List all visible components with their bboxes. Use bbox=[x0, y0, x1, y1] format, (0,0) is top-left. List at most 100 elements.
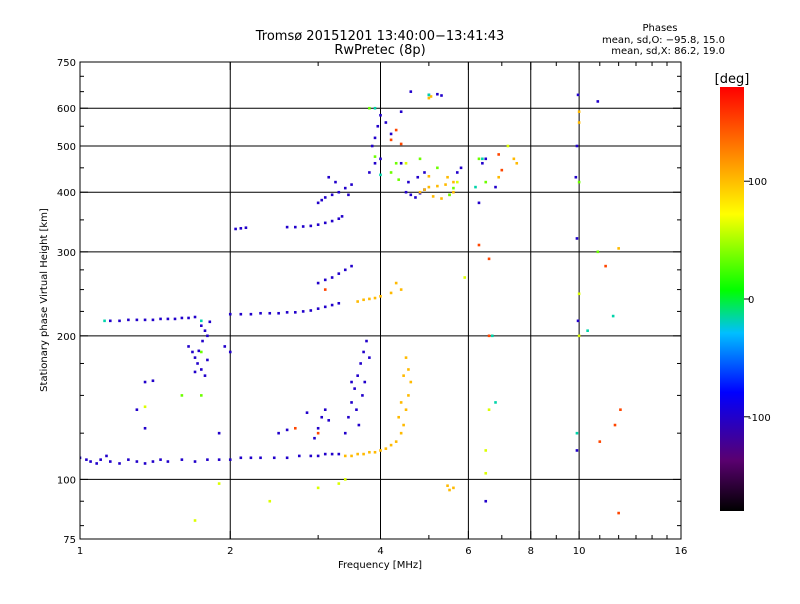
data-point bbox=[135, 460, 139, 463]
data-point bbox=[118, 319, 121, 323]
data-point bbox=[268, 499, 272, 503]
data-point bbox=[151, 379, 155, 383]
data-point bbox=[500, 168, 504, 172]
colorbar-ticks: 100 0 -100 bbox=[744, 177, 771, 424]
data-point bbox=[285, 311, 289, 314]
data-point bbox=[399, 288, 403, 291]
data-point bbox=[343, 186, 347, 190]
data-point bbox=[577, 292, 581, 296]
data-point bbox=[337, 272, 341, 275]
data-point bbox=[452, 486, 455, 490]
data-point bbox=[316, 223, 320, 226]
data-point bbox=[166, 317, 170, 321]
data-point bbox=[208, 320, 212, 324]
data-point bbox=[617, 247, 620, 250]
data-point bbox=[484, 180, 488, 184]
data-point bbox=[409, 90, 413, 93]
data-point bbox=[327, 419, 331, 422]
data-point bbox=[249, 456, 253, 460]
data-point bbox=[397, 178, 400, 181]
data-point bbox=[431, 195, 435, 198]
data-point bbox=[399, 110, 403, 114]
data-point bbox=[193, 356, 197, 359]
data-point bbox=[135, 408, 139, 412]
data-point bbox=[436, 92, 439, 96]
data-point bbox=[99, 458, 102, 461]
data-point bbox=[491, 334, 494, 338]
data-point bbox=[143, 462, 147, 465]
data-point bbox=[487, 334, 491, 338]
data-point bbox=[301, 310, 305, 313]
data-point bbox=[166, 460, 170, 463]
data-point bbox=[350, 380, 353, 384]
data-point bbox=[487, 257, 491, 261]
data-point bbox=[446, 484, 449, 488]
data-point bbox=[575, 431, 579, 435]
data-point bbox=[316, 431, 320, 435]
data-point bbox=[294, 426, 297, 430]
data-point bbox=[407, 180, 410, 184]
data-point bbox=[180, 394, 184, 397]
data-point bbox=[414, 196, 417, 199]
data-point bbox=[416, 175, 420, 179]
data-point bbox=[448, 193, 451, 197]
data-point bbox=[159, 317, 162, 321]
data-point bbox=[323, 288, 327, 291]
data-point bbox=[343, 454, 347, 458]
data-point bbox=[577, 334, 581, 338]
y-tick-label: 400 bbox=[57, 188, 76, 199]
data-point bbox=[350, 183, 353, 186]
data-point bbox=[228, 458, 232, 461]
data-point bbox=[127, 458, 130, 461]
data-point bbox=[143, 426, 147, 430]
data-point bbox=[193, 519, 197, 522]
data-point bbox=[206, 334, 209, 338]
data-point bbox=[494, 401, 497, 404]
data-point bbox=[404, 161, 408, 165]
data-point bbox=[316, 281, 320, 285]
data-point bbox=[596, 250, 600, 254]
data-point bbox=[151, 318, 155, 322]
data-point bbox=[459, 166, 463, 170]
data-point bbox=[277, 311, 280, 315]
data-point bbox=[151, 460, 155, 463]
data-point bbox=[89, 460, 92, 463]
data-point bbox=[143, 405, 147, 409]
data-point bbox=[337, 482, 341, 485]
data-point bbox=[576, 93, 580, 97]
data-point bbox=[404, 190, 408, 194]
data-point bbox=[347, 193, 350, 197]
data-point bbox=[427, 174, 431, 178]
data-point bbox=[350, 401, 353, 404]
data-point bbox=[452, 180, 455, 184]
data-point bbox=[368, 450, 371, 454]
data-point bbox=[103, 319, 106, 323]
data-point bbox=[268, 311, 272, 315]
colorbar-tick-label: 0 bbox=[748, 295, 754, 306]
colorbar bbox=[720, 87, 744, 511]
data-point bbox=[617, 511, 620, 515]
data-point bbox=[118, 462, 121, 465]
data-point bbox=[368, 106, 371, 110]
data-point bbox=[327, 175, 331, 179]
data-point bbox=[239, 312, 243, 316]
data-point bbox=[228, 312, 232, 316]
data-point bbox=[379, 157, 382, 161]
data-point bbox=[350, 454, 353, 458]
data-point bbox=[463, 276, 467, 279]
data-point bbox=[337, 301, 341, 305]
data-point bbox=[389, 291, 393, 295]
x-tick-label: 6 bbox=[465, 546, 471, 557]
data-point bbox=[316, 486, 320, 490]
data-point bbox=[85, 458, 88, 461]
data-point bbox=[427, 185, 431, 189]
data-point bbox=[95, 462, 98, 465]
data-point bbox=[203, 329, 207, 332]
data-point bbox=[353, 387, 356, 390]
data-point bbox=[452, 190, 455, 194]
data-point bbox=[399, 431, 403, 435]
y-tick-label: 600 bbox=[57, 104, 76, 115]
data-point bbox=[173, 317, 177, 321]
